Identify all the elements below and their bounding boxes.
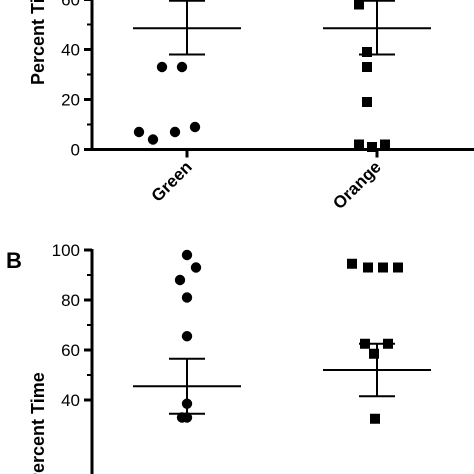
panel-a-y-tick-label-0: 0: [71, 141, 80, 160]
panel-b-orange-point-4: [360, 338, 370, 349]
panel-b-y-axis-label: Percent Time: [28, 372, 48, 474]
panel-b-y-tick-label-80: 80: [61, 291, 80, 310]
panel-a-category-label-green: Green: [148, 157, 196, 205]
panel-b-y-tick-label-60: 60: [61, 341, 80, 360]
panel-a-green-point-3: [147, 134, 159, 145]
panel-b-green-point-3: [181, 292, 193, 303]
panel-a-green-point-2: [133, 126, 145, 138]
panel-b-green-point-7: [181, 412, 193, 423]
panel-a-y-axis-label: Percent Ti: [28, 0, 48, 85]
panel-a-orange-point-0: [354, 0, 364, 10]
panel-b-green-point-1: [190, 262, 202, 273]
panel-a-orange-point-3: [362, 97, 372, 107]
panel-a-orange-point-4: [354, 139, 364, 150]
panel-b-orange-point-7: [370, 413, 380, 424]
panel-a-green-point-0: [156, 61, 168, 73]
panel-a: Percent Ti Green Orange 0 20 40 60: [28, 0, 474, 213]
panel-b-orange-point-6: [369, 348, 379, 359]
panel-b-green-point-5: [181, 398, 193, 409]
panel-b: B Percent Time 40 60 80 100: [6, 241, 431, 474]
panel-a-orange-point-5: [367, 142, 377, 152]
panel-a-green-point-4: [169, 126, 181, 138]
panel-b-green-point-0: [181, 249, 193, 261]
panel-a-y-tick-label-60: 60: [61, 0, 80, 10]
panel-a-orange-point-6: [380, 139, 390, 150]
panel-b-orange-point-0: [347, 258, 357, 269]
panel-b-label: B: [6, 248, 22, 273]
panel-b-y-tick-label-40: 40: [61, 391, 80, 410]
panel-a-orange-point-1: [362, 47, 372, 57]
panel-a-green-point-5: [189, 121, 201, 133]
panel-b-orange-point-5: [383, 338, 393, 349]
panel-b-green-point-4: [181, 331, 193, 342]
panel-a-y-tick-label-40: 40: [61, 41, 80, 60]
panel-b-y-tick-label-100: 100: [52, 241, 80, 260]
panel-a-green-point-1: [176, 61, 188, 73]
panel-b-orange-point-2: [378, 262, 388, 273]
panel-a-orange-point-2: [362, 62, 372, 72]
panel-b-orange-point-3: [393, 262, 403, 273]
panel-a-y-tick-label-20: 20: [61, 91, 80, 110]
panel-b-green-point-2: [174, 274, 186, 286]
panel-b-orange-point-1: [363, 262, 373, 273]
panel-a-category-label-orange: Orange: [329, 157, 385, 213]
